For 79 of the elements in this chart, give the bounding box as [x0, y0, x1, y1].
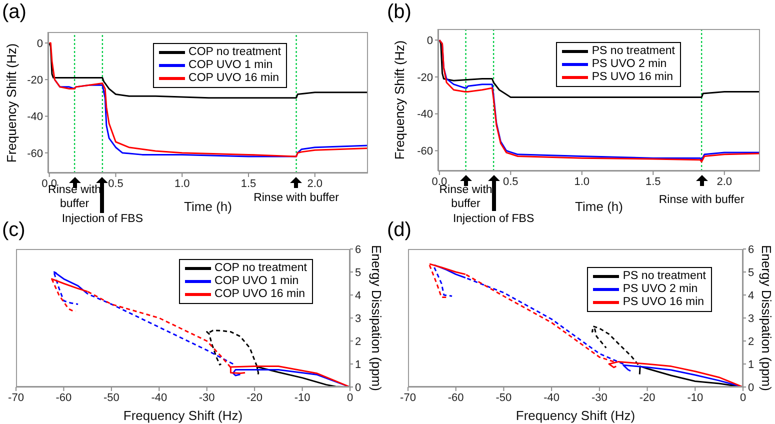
- x-tick-label: -40: [544, 392, 560, 404]
- y-tick-label: 0: [36, 38, 43, 50]
- chart-title: (a): [2, 0, 26, 24]
- legend-label: COP no treatment: [188, 46, 281, 59]
- y-tick-label: -60: [417, 146, 433, 158]
- x-axis-title: Frequency Shift (Hz): [516, 408, 636, 423]
- legend-label: PS no treatment: [622, 270, 706, 283]
- y-tick-label: 0: [426, 34, 433, 47]
- x-tick-label: 0: [346, 392, 354, 404]
- x-tick-label: -50: [103, 392, 120, 404]
- x-tick-label: -50: [496, 392, 512, 404]
- y2-tick-label: 4: [748, 290, 754, 302]
- x-tick-label: -60: [56, 392, 72, 404]
- y2-axis-title: Energy Dissipation (ppm): [368, 244, 384, 393]
- x-tick-label: -70: [400, 392, 416, 404]
- chart-title: (c): [2, 218, 26, 242]
- x-tick-label: -30: [198, 392, 215, 404]
- y2-axis-title: Energy Dissipation (ppm): [758, 244, 774, 393]
- legend-label: PS UVO 16 min: [592, 71, 674, 84]
- y2-tick-label: 2: [748, 336, 754, 348]
- text: Injection of FBS: [60, 212, 144, 226]
- y2-tick-label: 6: [748, 244, 754, 256]
- legend-label: COP UVO 1 min: [214, 275, 299, 288]
- x-tick-label: -70: [8, 392, 24, 404]
- x-tick-label: 0.5: [108, 178, 124, 190]
- y2-tick-label: 4: [355, 290, 362, 302]
- legend-label: COP UVO 1 min: [188, 59, 273, 72]
- x-tick-label: 1.0: [174, 178, 190, 190]
- text: Rinse with buffer: [439, 184, 494, 211]
- y2-tick-label: 6: [355, 244, 362, 256]
- x-tick-label: -60: [448, 392, 464, 404]
- x-tick-label: -10: [687, 392, 704, 404]
- x-tick-label: 2.0: [716, 176, 732, 188]
- x-tick-label: -20: [246, 392, 263, 404]
- text: Rinse with buffer: [254, 192, 340, 204]
- y2-tick-label: 5: [748, 266, 754, 279]
- x-tick-label: 1.0: [574, 176, 590, 188]
- x-tick-label: 1.5: [240, 178, 256, 190]
- x-tick-label: 0: [740, 392, 746, 404]
- line-series: [48, 42, 368, 158]
- y2-tick-label: 0: [748, 382, 754, 394]
- y2-tick-label: 3: [355, 312, 362, 325]
- legend-label: COP no treatment: [214, 262, 307, 275]
- x-axis-title: Frequency Shift (Hz): [123, 408, 243, 423]
- y-tick-label: -40: [27, 111, 43, 124]
- y-tick-label: -20: [27, 74, 43, 87]
- line-series: [438, 39, 760, 98]
- x-tick-label: 0.5: [503, 176, 518, 188]
- legend-label: PS UVO 2 min: [622, 283, 698, 296]
- y-axis-title: Frequency Shift (Hz): [4, 42, 19, 162]
- chart-title: (b): [387, 0, 412, 24]
- text: Rinse with buffer: [658, 193, 746, 207]
- y2-tick-label: 5: [355, 266, 362, 279]
- x-axis-title: Time (h): [575, 199, 623, 214]
- legend-label: PS no treatment: [592, 45, 675, 58]
- legend-label: COP UVO 16 min: [214, 288, 306, 301]
- y-tick-label: -40: [417, 108, 433, 121]
- x-tick-label: -20: [639, 392, 656, 404]
- y2-tick-label: 1: [748, 358, 754, 371]
- x-tick-label: -30: [591, 392, 608, 404]
- chart-title: (d): [387, 218, 412, 242]
- legend-label: PS UVO 16 min: [622, 296, 704, 309]
- line-series: [592, 326, 639, 366]
- y-tick-label: -20: [417, 72, 433, 84]
- y-axis-title: Frequency Shift (Hz): [392, 40, 407, 160]
- y-tick-label: -60: [27, 148, 43, 160]
- x-axis-title: Time (h): [184, 199, 232, 214]
- text: Injection of FBS: [452, 212, 536, 226]
- x-tick-label: -10: [294, 392, 310, 404]
- x-tick-label: -40: [151, 392, 168, 404]
- line-series: [48, 42, 368, 99]
- legend-label: COP UVO 16 min: [188, 72, 280, 85]
- x-tick-label: 1.5: [645, 176, 661, 188]
- x-tick-label: 2.0: [307, 178, 323, 190]
- y2-tick-label: 2: [355, 336, 362, 348]
- y2-tick-label: 0: [355, 382, 362, 394]
- y2-tick-label: 1: [355, 358, 362, 371]
- y2-tick-label: 3: [748, 312, 754, 325]
- legend-label: PS UVO 2 min: [592, 58, 667, 71]
